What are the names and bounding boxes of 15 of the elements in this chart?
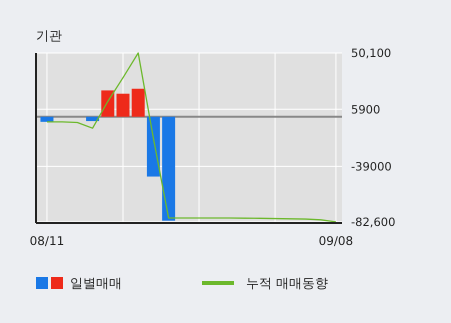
y-tick-label: 50,100 xyxy=(351,46,392,60)
bar xyxy=(116,94,130,117)
chart-title: 기관 xyxy=(36,29,62,44)
x-tick-label: 09/08 xyxy=(318,234,354,248)
legend-label: 누적 매매동향 xyxy=(246,276,328,292)
legend-label: 일별매매 xyxy=(70,276,122,292)
y-tick-label: -82,600 xyxy=(351,214,396,229)
y-tick-label: 5900 xyxy=(351,102,380,116)
x-tick-label: 08/11 xyxy=(30,234,64,248)
line-series xyxy=(46,52,337,223)
bar xyxy=(146,116,160,177)
y-tick-label: -39000 xyxy=(351,159,392,174)
bar xyxy=(101,90,114,117)
bar xyxy=(162,116,176,221)
bar xyxy=(132,88,145,117)
